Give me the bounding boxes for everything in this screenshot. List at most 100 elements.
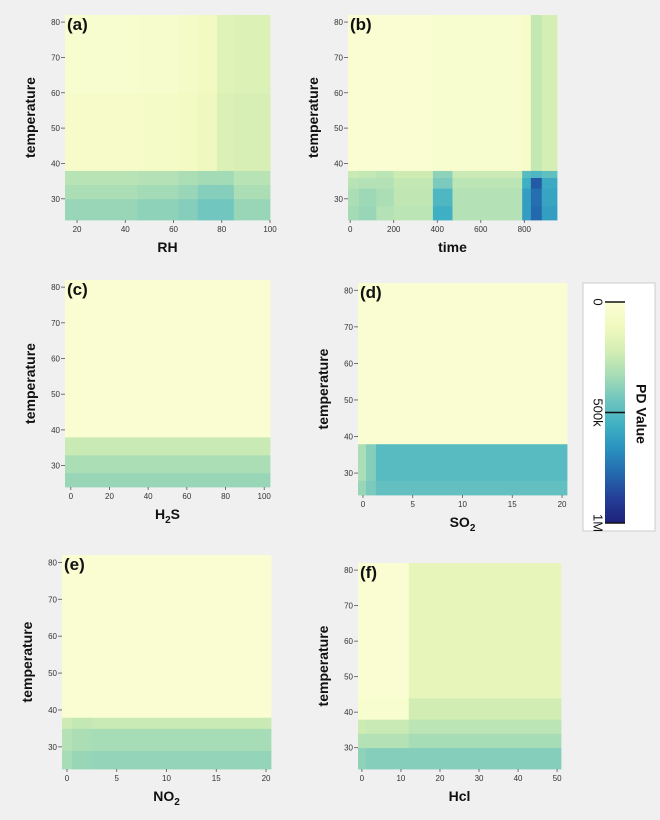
heatmap-cell [522,177,532,189]
heatmap-cell [452,170,523,178]
heatmap-cell [358,170,377,178]
heatmap-cell [530,177,543,189]
heatmap-cell [65,454,271,474]
heatmap-cell [358,177,377,189]
y-tick-label: 30 [51,195,60,204]
heatmap-cell [348,15,360,171]
heatmap-cell [408,719,562,734]
y-tick-label: 70 [51,53,60,62]
x-tick-label: 5 [411,500,416,509]
y-tick-label: 80 [334,18,343,27]
heatmap-cell [65,92,90,171]
heatmap-cell [233,184,271,200]
heatmap-cell [452,205,523,221]
y-tick-label: 30 [344,469,353,478]
y-tick-label: 80 [51,18,60,27]
heatmap-cell [178,92,199,171]
x-tick-label: 60 [169,225,178,234]
panel-label: (b) [350,15,372,34]
x-axis-label: NO2 [153,788,180,808]
x-tick-label: 10 [162,774,171,783]
heatmap-cell [530,205,543,221]
x-tick-label: 40 [514,774,523,783]
y-tick-label: 40 [51,426,60,435]
x-tick-label: 5 [115,774,120,783]
heatmap-cell [358,747,367,770]
heatmap-cell [452,188,523,207]
heatmap-cell [137,184,179,200]
y-tick-label: 40 [344,433,353,442]
heatmap-cell [393,205,434,221]
heatmap-panel: 0 200 400 600 800 30 40 50 60 70 80 (b) temperature t… [305,15,558,255]
heatmap-cell [62,728,73,751]
heatmap-cell [530,15,543,171]
y-tick-label: 30 [344,744,353,753]
heatmap-cell [530,188,543,207]
heatmap-cell [365,697,410,720]
x-tick-label: 600 [474,225,488,234]
heatmap-cell [197,184,218,200]
y-tick-label: 30 [334,195,343,204]
heatmap-cell [358,719,367,734]
heatmap-panel: 0 20 40 60 80 100 30 40 50 60 70 80 (c) temperature H2… [22,280,271,526]
x-tick-label: 0 [360,774,365,783]
heatmap-cell [71,728,93,751]
heatmap-cell [358,15,377,171]
y-tick-label: 70 [48,595,57,604]
heatmap-cell [89,198,138,221]
heatmap-cell [541,205,558,221]
y-tick-label: 70 [334,53,343,62]
y-tick-label: 30 [48,743,57,752]
heatmap-cell [216,184,235,200]
heatmap-cell [365,719,410,734]
heatmap-panel: 0 10 20 30 40 50 30 40 50 60 70 80 (f) temperature Hcl [315,563,562,804]
heatmap-cell [62,555,73,718]
heatmap-cell [365,733,410,749]
y-axis-label: temperature [22,343,38,424]
heatmap-cell [375,283,568,445]
heatmap-cell [178,170,199,186]
heatmap-cell [393,15,434,171]
y-tick-label: 40 [344,708,353,717]
y-tick-label: 40 [334,159,343,168]
heatmap-cell [408,733,562,749]
x-tick-label: 800 [518,225,532,234]
y-tick-label: 60 [51,355,60,364]
x-tick-label: 15 [212,774,221,783]
x-tick-label: 30 [475,774,484,783]
x-axis-label: SO2 [450,514,476,534]
y-axis-label: temperature [19,621,35,702]
heatmap-cell [432,170,453,178]
heatmap-cell [376,170,395,178]
heatmap-cell [408,697,562,720]
heatmap-cell [71,750,93,770]
y-tick-label: 30 [51,462,60,471]
heatmap-cell [365,283,377,445]
heatmap-cell [178,184,199,200]
x-axis-label: Hcl [449,788,471,804]
heatmap-cell [376,205,395,221]
heatmap-cell [432,188,453,207]
x-tick-label: 40 [144,492,153,501]
y-tick-label: 50 [334,124,343,133]
heatmap-cell [89,184,138,200]
x-tick-label: 0 [348,225,353,234]
heatmap-cell [393,170,434,178]
y-tick-label: 80 [48,558,57,567]
heatmap-cell [71,555,93,718]
colorbar: 0 500k 1M PD Value [582,282,656,532]
heatmap-cell [408,747,562,770]
x-tick-label: 10 [458,500,467,509]
y-tick-label: 50 [344,396,353,405]
heatmap-cell [348,177,360,189]
heatmap-cell [65,184,90,200]
heatmap-cell [233,15,271,94]
colorbar-tick-label: 1M [591,514,606,532]
heatmap-cell [62,717,73,729]
x-axis-label: RH [157,239,177,255]
heatmap-cell [393,177,434,189]
y-tick-label: 50 [344,673,353,682]
heatmap-cell [365,747,410,770]
y-tick-label: 70 [344,602,353,611]
x-tick-label: 40 [121,225,130,234]
